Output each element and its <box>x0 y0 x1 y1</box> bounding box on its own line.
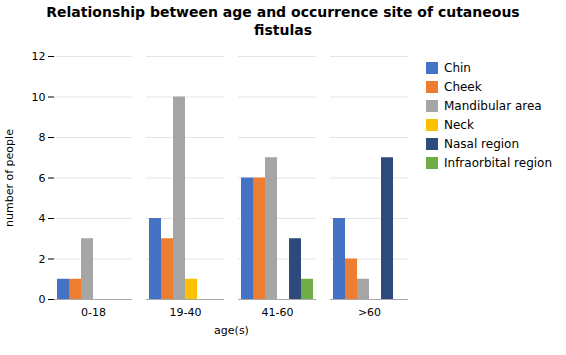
svg-text:0-18: 0-18 <box>81 306 106 319</box>
html-text:Cheek: Cheek <box>444 80 482 94</box>
svg-text:12: 12 <box>32 50 46 63</box>
svg-text:age(s): age(s) <box>214 324 249 337</box>
svg-text:2: 2 <box>39 253 46 266</box>
html-text:Mandibular area: Mandibular area <box>444 99 542 113</box>
svg-text:>60: >60 <box>358 306 381 319</box>
svg-text:4: 4 <box>39 212 46 225</box>
html-text:Chin: Chin <box>444 61 471 75</box>
svg-text:8: 8 <box>39 131 46 144</box>
html-text:Relationship between age and o: Relationship between age and occurrence … <box>46 4 520 38</box>
html-text:Neck: Neck <box>444 118 474 132</box>
svg-text:19-40: 19-40 <box>170 306 202 319</box>
svg-text:number of people: number of people <box>3 129 16 227</box>
html-text:Infraorbital region: Infraorbital region <box>444 156 552 170</box>
svg-text:0: 0 <box>39 293 46 306</box>
html-text:Nasal region: Nasal region <box>444 137 519 151</box>
svg-text:6: 6 <box>39 172 46 185</box>
svg-text:10: 10 <box>32 91 46 104</box>
svg-text:41-60: 41-60 <box>262 306 294 319</box>
